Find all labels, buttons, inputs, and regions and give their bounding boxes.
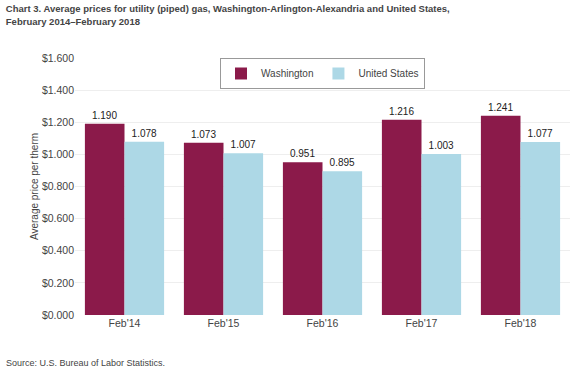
svg-text:Feb'14: Feb'14	[109, 317, 141, 329]
svg-text:Chart 3. Average prices for ut: Chart 3. Average prices for utility (pip…	[6, 3, 450, 26]
svg-text:$1.200: $1.200	[42, 116, 74, 128]
svg-text:Feb'17: Feb'17	[406, 317, 438, 329]
svg-text:1.077: 1.077	[528, 128, 553, 139]
svg-text:0.895: 0.895	[330, 157, 355, 168]
svg-text:$1.600: $1.600	[42, 52, 74, 64]
svg-text:1.007: 1.007	[231, 139, 256, 150]
svg-text:1.073: 1.073	[191, 129, 216, 140]
svg-text:Source: U.S. Bureau of Labor S: Source: U.S. Bureau of Labor Statistics.	[6, 358, 165, 368]
svg-text:$0.400: $0.400	[42, 244, 74, 256]
svg-text:1.190: 1.190	[92, 110, 117, 121]
svg-text:Feb'18: Feb'18	[505, 317, 537, 329]
svg-text:Feb'16: Feb'16	[307, 317, 339, 329]
svg-text:Average price per therm: Average price per therm	[29, 133, 40, 240]
svg-text:$0.000: $0.000	[42, 309, 74, 321]
svg-text:$0.600: $0.600	[42, 212, 74, 224]
svg-text:1.078: 1.078	[132, 128, 157, 139]
svg-text:Washington: Washington	[261, 68, 313, 79]
svg-text:$0.800: $0.800	[42, 180, 74, 192]
svg-text:1.216: 1.216	[389, 106, 414, 117]
svg-text:$0.200: $0.200	[42, 277, 74, 289]
svg-text:1.003: 1.003	[429, 140, 454, 151]
svg-text:0.951: 0.951	[290, 148, 315, 159]
svg-text:$1.400: $1.400	[42, 84, 74, 96]
svg-text:Feb'15: Feb'15	[208, 317, 240, 329]
svg-text:$1.000: $1.000	[42, 148, 74, 160]
svg-text:United States: United States	[358, 68, 418, 79]
svg-text:1.241: 1.241	[488, 102, 513, 113]
